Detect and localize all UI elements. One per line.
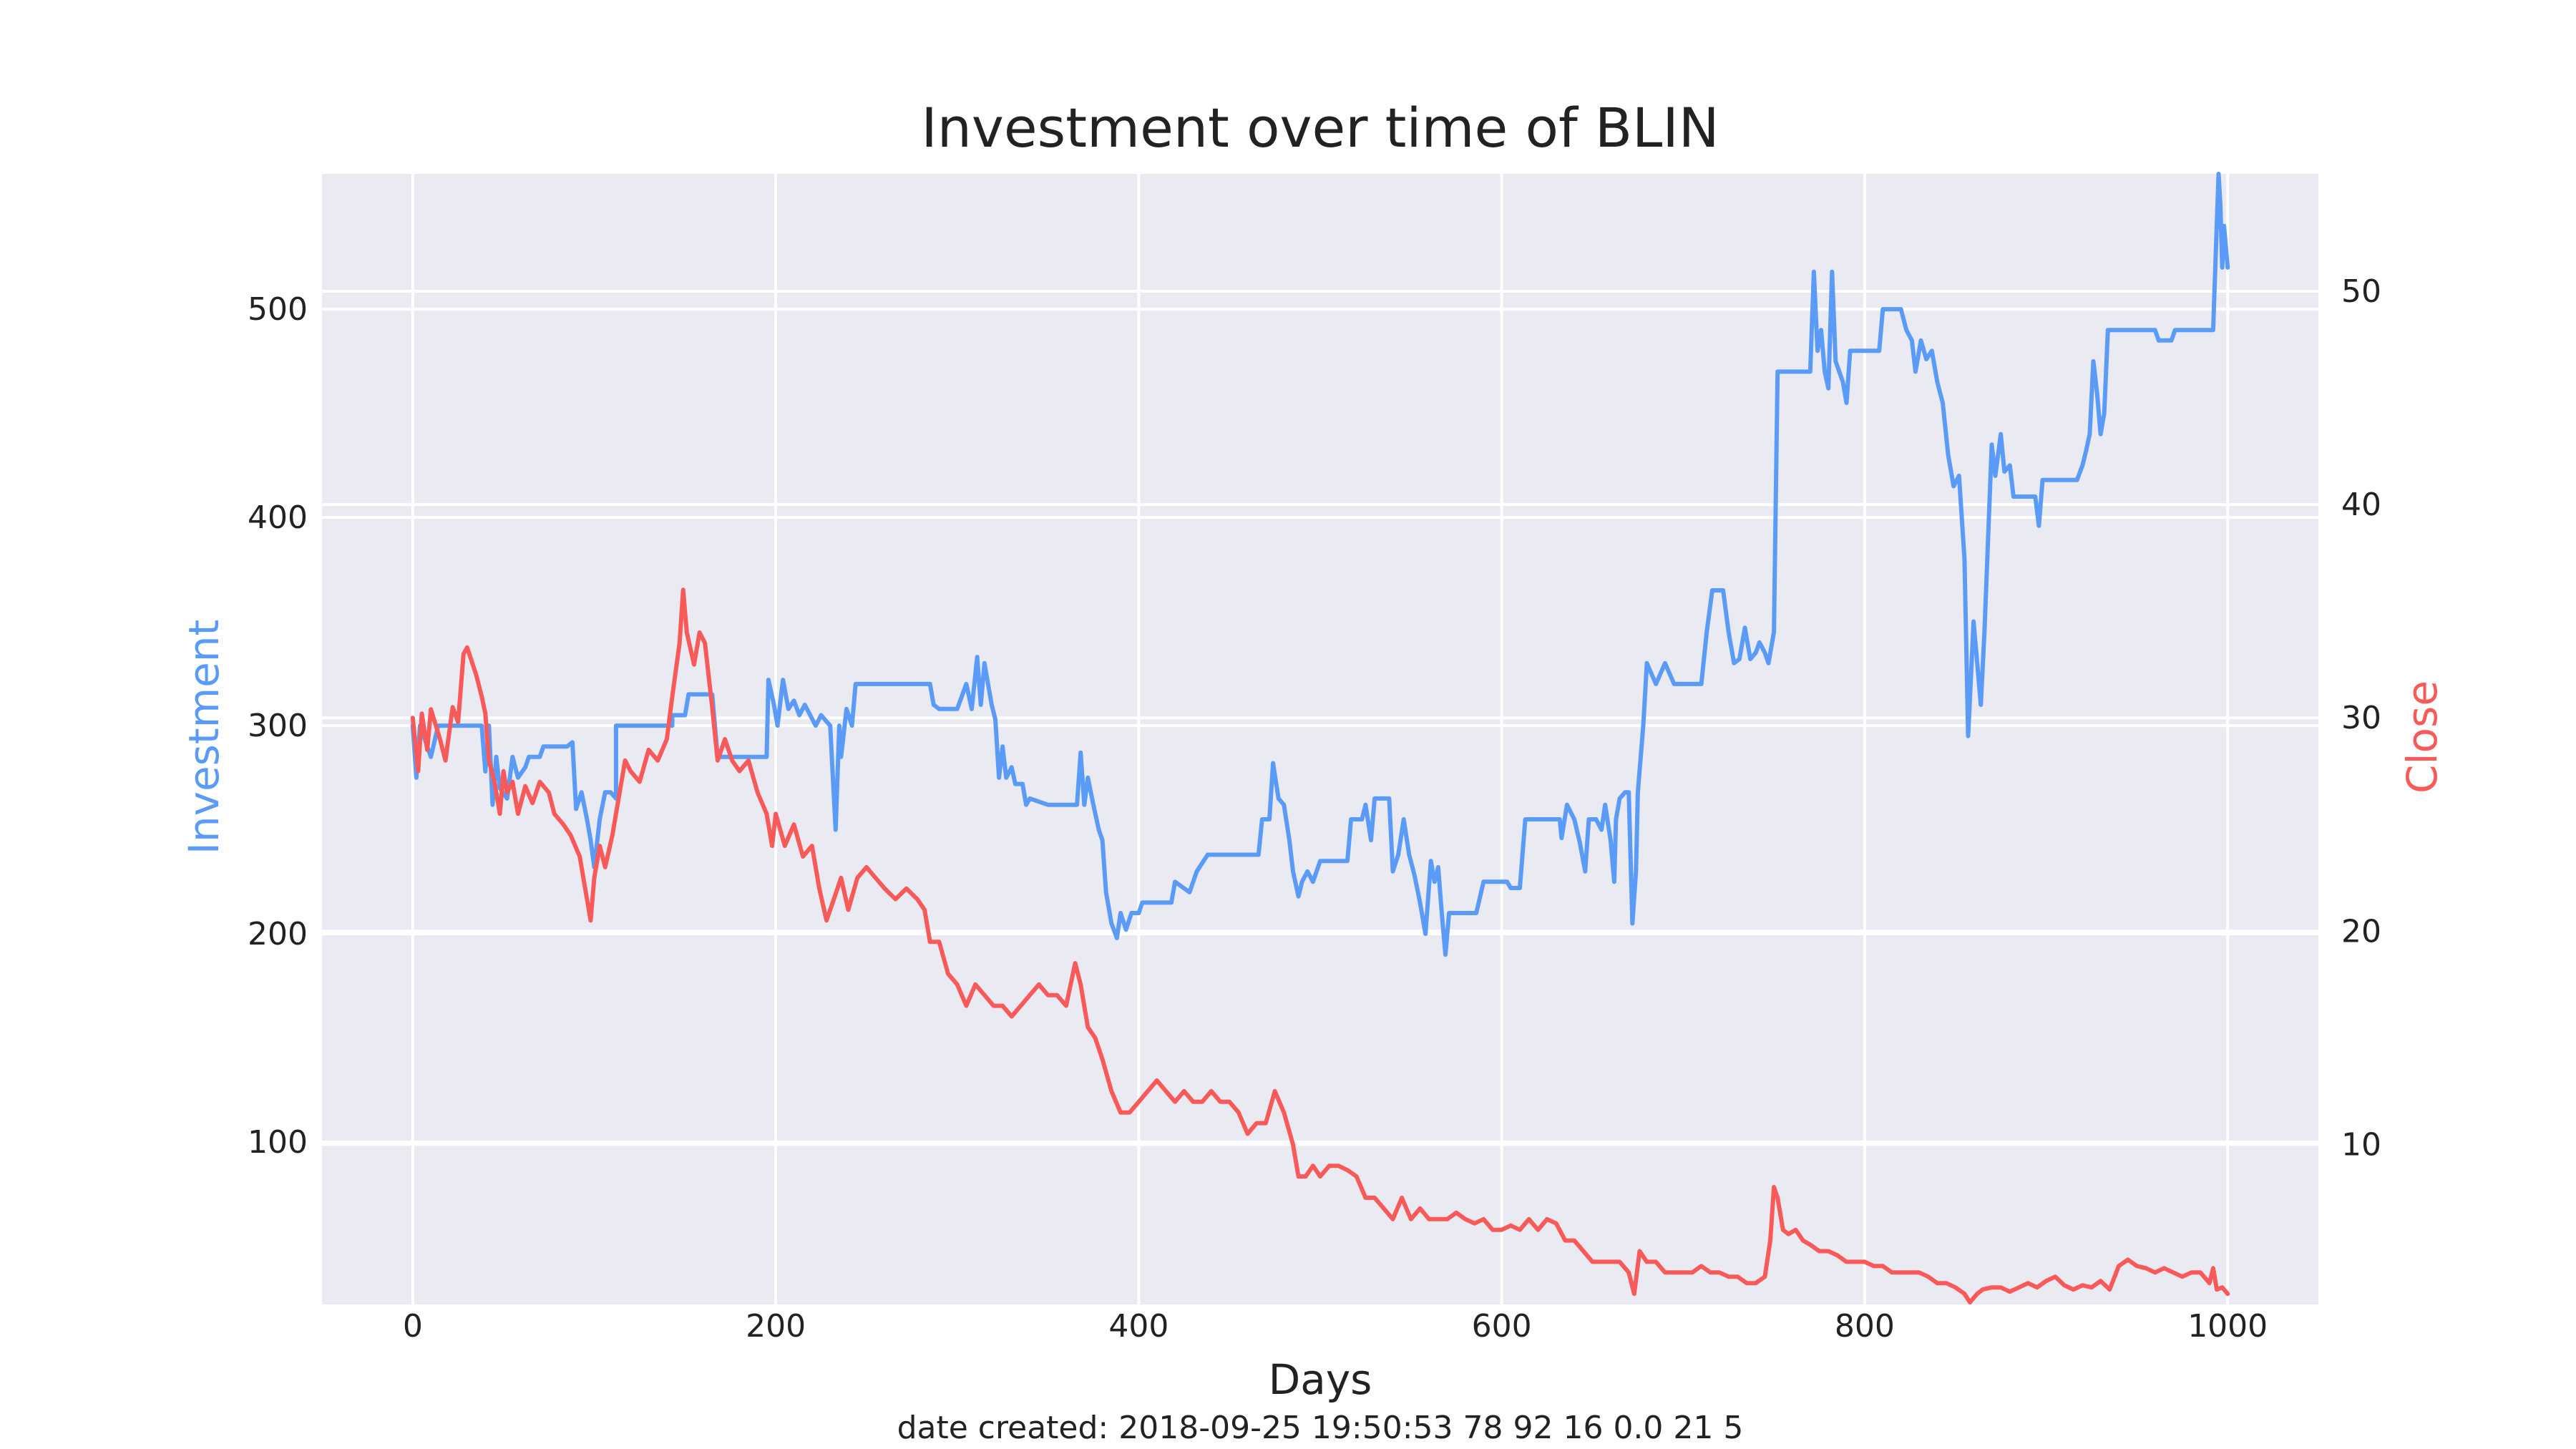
y-right-tick-label: 30 xyxy=(2341,700,2381,736)
y-left-tick-label: 500 xyxy=(248,291,308,328)
y-right-tick-label: 40 xyxy=(2341,487,2381,523)
x-axis-label: Days xyxy=(1269,1355,1372,1404)
chart-title: Investment over time of BLIN xyxy=(921,96,1719,160)
x-tick-label: 200 xyxy=(746,1308,806,1345)
y-right-tick-label: 50 xyxy=(2341,273,2381,310)
x-tick-label: 800 xyxy=(1835,1308,1895,1345)
y-left-axis-label: Investment xyxy=(180,620,228,855)
y-left-tick-label: 400 xyxy=(248,499,308,536)
series-layer xyxy=(410,172,2230,1304)
investment-series-line xyxy=(410,172,2230,957)
y-left-tick-label: 200 xyxy=(248,916,308,952)
x-tick-label: 1000 xyxy=(2187,1308,2268,1345)
x-tick-label: 0 xyxy=(403,1308,423,1345)
y-right-axis-label: Close xyxy=(2398,680,2446,794)
x-tick-label: 600 xyxy=(1472,1308,1532,1345)
y-right-tick-label: 10 xyxy=(2341,1126,2381,1163)
y-left-tick-label: 100 xyxy=(248,1124,308,1161)
y-right-tick-label: 20 xyxy=(2341,913,2381,950)
y-left-tick-label: 300 xyxy=(248,708,308,744)
grid xyxy=(322,174,2318,1304)
y-left-axis-ticks: 100 200 300 400 500 xyxy=(248,291,308,1161)
y-right-axis-ticks: 10 20 30 40 50 xyxy=(2341,273,2381,1163)
x-tick-label: 400 xyxy=(1108,1308,1169,1345)
plot-background xyxy=(322,174,2318,1304)
x-axis-ticks: 0 200 400 600 800 1000 xyxy=(403,1308,2268,1345)
footer-date-created: date created: 2018-09-25 19:50:53 78 92 … xyxy=(897,1410,1744,1446)
close-series-line xyxy=(410,587,2230,1304)
